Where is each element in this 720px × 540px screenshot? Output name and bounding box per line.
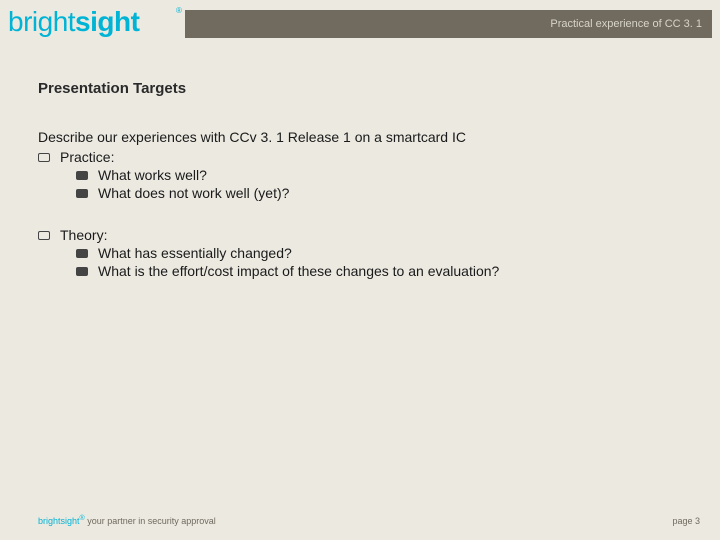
footer-page: page 3 <box>672 516 700 526</box>
footer-tagline: your partner in security approval <box>85 516 216 526</box>
bullet-fill-icon <box>76 189 88 198</box>
slide-footer: brightsight® your partner in security ap… <box>38 515 700 526</box>
list-item: What is the effort/cost impact of these … <box>76 263 682 279</box>
bullet-fill-icon <box>76 249 88 258</box>
footer-brand: brightsight <box>38 516 80 526</box>
item-text: What does not work well (yet)? <box>98 185 289 201</box>
section-practice: Practice: <box>38 149 682 165</box>
section-label: Practice: <box>60 149 114 165</box>
bullet-open-icon <box>38 231 50 240</box>
footer-left: brightsight® your partner in security ap… <box>38 515 216 526</box>
logo-part1: bright <box>8 6 75 37</box>
bullet-open-icon <box>38 153 50 162</box>
list-item: What works well? <box>76 167 682 183</box>
slide-content: Presentation Targets Describe our experi… <box>38 80 682 279</box>
item-text: What has essentially changed? <box>98 245 292 261</box>
bullet-fill-icon <box>76 171 88 180</box>
list-item: What has essentially changed? <box>76 245 682 261</box>
slide-lead: Describe our experiences with CCv 3. 1 R… <box>38 129 682 145</box>
section-theory: Theory: <box>38 227 682 243</box>
header-subtitle: Practical experience of CC 3. 1 <box>550 18 702 30</box>
section-label: Theory: <box>60 227 107 243</box>
brand-logo: brightsight <box>8 6 139 38</box>
item-text: What is the effort/cost impact of these … <box>98 263 499 279</box>
item-text: What works well? <box>98 167 207 183</box>
header-bar: Practical experience of CC 3. 1 <box>185 10 712 38</box>
list-item: What does not work well (yet)? <box>76 185 682 201</box>
logo-registered: ® <box>176 6 182 15</box>
logo-part2: sight <box>75 6 139 37</box>
slide-title: Presentation Targets <box>38 80 682 97</box>
bullet-fill-icon <box>76 267 88 276</box>
